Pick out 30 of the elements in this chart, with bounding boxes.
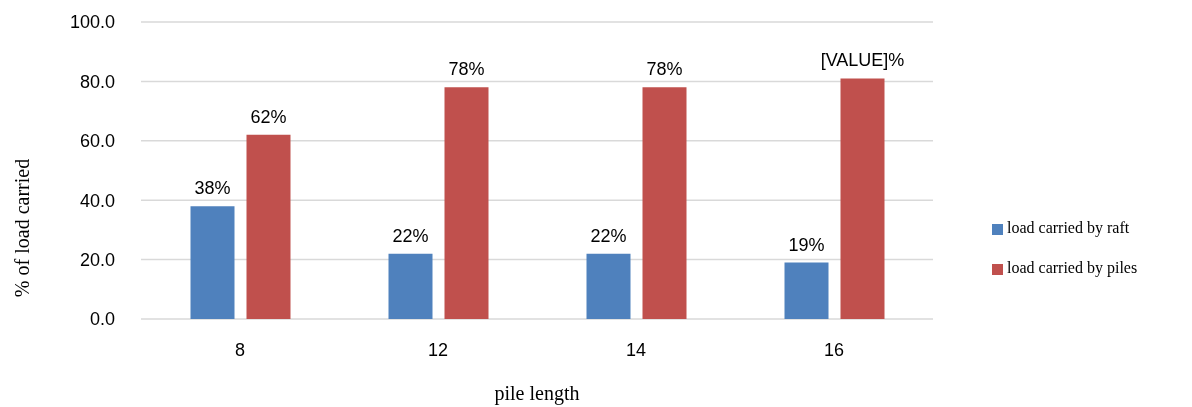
y-axis-title: % of load carried [11, 158, 33, 298]
x-tick-label: 12 [427, 339, 449, 360]
legend-label: load carried by piles [1007, 259, 1138, 276]
y-tick-label: 20.0 [79, 249, 115, 270]
data-label: 38% [194, 178, 231, 199]
bar [246, 134, 291, 319]
data-label: 22% [590, 225, 627, 246]
y-tick-label: 40.0 [79, 190, 115, 211]
x-axis-title: pile length [494, 382, 580, 405]
bar [586, 253, 631, 319]
bar [784, 262, 829, 319]
data-label: 62% [250, 106, 287, 127]
x-tick-label: 14 [625, 339, 647, 360]
y-tick-label: 100.0 [69, 12, 115, 33]
x-tick-label: 8 [234, 339, 246, 360]
y-tick-label: 0.0 [89, 309, 115, 330]
bar [642, 87, 687, 319]
data-label: 78% [448, 59, 485, 80]
data-label: 22% [392, 225, 429, 246]
x-tick-label: 16 [823, 339, 845, 360]
data-label: [VALUE]% [820, 50, 905, 71]
bar [388, 253, 433, 319]
data-label: 78% [646, 59, 683, 80]
bar [444, 87, 489, 319]
bar [190, 206, 235, 319]
legend-label: load carried by raft [1007, 219, 1130, 236]
data-label: 19% [788, 234, 825, 255]
y-tick-label: 80.0 [79, 71, 115, 92]
y-tick-label: 60.0 [79, 131, 115, 152]
bar [840, 78, 885, 319]
